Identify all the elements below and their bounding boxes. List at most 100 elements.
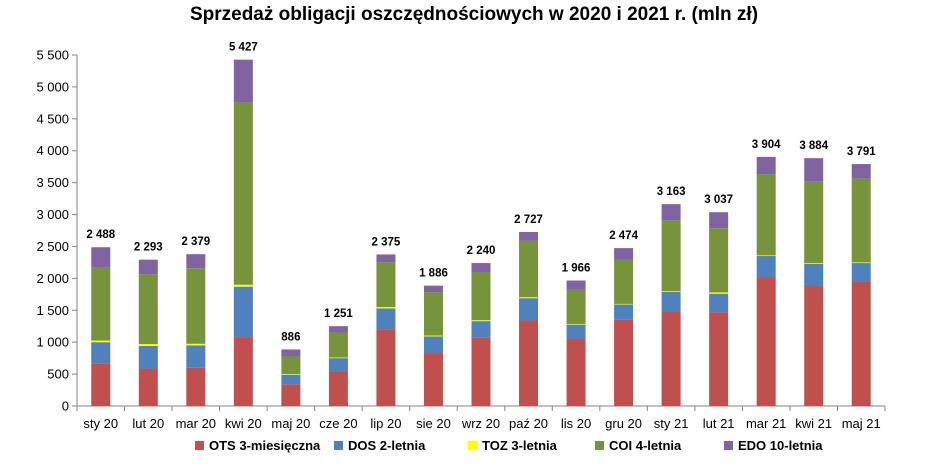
bar-segment [804, 263, 824, 264]
total-label: 3 037 [704, 194, 733, 206]
bar-segment [851, 263, 871, 282]
bar-segment [756, 277, 776, 406]
bar-segment [91, 342, 111, 364]
total-label: 886 [281, 331, 300, 343]
total-label: 1 251 [324, 308, 353, 320]
bar-segment [804, 286, 824, 406]
bar-segment [614, 319, 634, 406]
bar-segment [804, 181, 824, 264]
bar-segment [423, 335, 443, 337]
x-tick-label: maj 21 [842, 416, 881, 431]
bar-segment [138, 346, 158, 369]
total-label: 3 791 [847, 146, 876, 158]
bar-segment [709, 292, 729, 294]
bar-segment [519, 231, 539, 241]
bar-segment [566, 280, 586, 290]
x-tick-label: sty 21 [654, 416, 689, 431]
y-tick-label: 4 500 [36, 111, 69, 126]
bar-segment [91, 363, 111, 406]
bar-segment [186, 343, 206, 346]
bar-segment [233, 284, 253, 287]
bar-segment [614, 259, 634, 304]
total-label: 5 427 [229, 42, 258, 54]
total-label: 1 886 [419, 268, 448, 280]
bar-segment [281, 356, 301, 375]
x-tick-label: wrz 20 [461, 416, 500, 431]
total-label: 3 884 [799, 140, 828, 152]
total-label: 2 293 [134, 242, 163, 254]
bar-segment [423, 285, 443, 293]
total-label: 3 904 [752, 139, 781, 151]
bar-segment [281, 374, 301, 385]
bar-segment [756, 255, 776, 257]
bar-segment [376, 308, 396, 330]
y-tick-label: 2 000 [36, 271, 69, 286]
bar-segment [661, 220, 681, 292]
legend-swatch [468, 441, 477, 450]
x-tick-label: lis 20 [561, 416, 591, 431]
bar-segment [233, 286, 253, 338]
bar-segment [376, 254, 396, 263]
bar-segment [566, 338, 586, 406]
y-tick-label: 3 000 [36, 207, 69, 222]
bar-segment [376, 307, 396, 309]
bar-segment [328, 332, 348, 358]
x-tick-label: mar 21 [746, 416, 786, 431]
y-tick-label: 4 000 [36, 143, 69, 158]
chart-title: Sprzedaż obligacji oszczędnościowych w 2… [190, 4, 758, 25]
bar-segment [519, 298, 539, 321]
total-label: 2 379 [181, 236, 210, 248]
bar-segment [186, 345, 206, 368]
y-tick-label: 5 500 [36, 48, 69, 63]
bar-segment [471, 263, 491, 272]
total-label: 2 474 [609, 230, 638, 242]
bar-segment [804, 158, 824, 182]
legend-label: DOS 2-letnia [348, 438, 426, 453]
bar-segment [328, 357, 348, 359]
x-tick-label: sie 20 [416, 416, 451, 431]
legend-label: TOZ 3-letnia [482, 438, 558, 453]
y-tick-label: 0 [62, 399, 69, 414]
bar-segment [423, 336, 443, 354]
bar-segment [91, 267, 111, 341]
total-labels: 2 488 2 293 2 379 5 427 886 1 251 2 375 1 886 2 … [86, 42, 876, 344]
total-label: 2 727 [514, 214, 543, 226]
bar-segment [851, 178, 871, 263]
x-tick-label: lut 21 [703, 416, 735, 431]
bar-segment [138, 344, 158, 347]
bar-segment [91, 340, 111, 343]
bar-segment [138, 368, 158, 406]
bar-segment [519, 320, 539, 406]
bar-segment [519, 240, 539, 298]
legend-label: OTS 3-miesięczna [209, 438, 321, 453]
bar-segment [281, 384, 301, 406]
bar-segment [709, 293, 729, 313]
x-tick-label: maj 20 [271, 416, 310, 431]
bar-segment [328, 326, 348, 333]
total-label: 2 240 [467, 245, 496, 257]
x-tick-label: kwi 20 [225, 416, 262, 431]
bar-segment [661, 291, 681, 312]
bar-segment [804, 263, 824, 287]
bar-segment [756, 156, 776, 175]
x-tick-label: gru 20 [605, 416, 642, 431]
bar-segment [471, 320, 491, 322]
total-label: 3 163 [657, 186, 686, 198]
bar-segment [566, 289, 586, 325]
bar-segment [661, 311, 681, 406]
x-tick-label: lip 20 [370, 416, 401, 431]
x-tick-label: sty 20 [83, 416, 118, 431]
bar-segment [471, 337, 491, 406]
bar-segment [233, 337, 253, 406]
bar-segment [614, 248, 634, 260]
bar-segment [851, 281, 871, 406]
bar-segment [614, 304, 634, 320]
bars [91, 59, 871, 406]
bar-segment [281, 349, 301, 357]
bar-segment [756, 174, 776, 256]
legend: OTS 3-miesięczna DOS 2-letnia TOZ 3-letnia… [195, 438, 823, 453]
legend-swatch [334, 441, 343, 450]
bar-segment [423, 292, 443, 336]
bar-segment [233, 59, 253, 103]
